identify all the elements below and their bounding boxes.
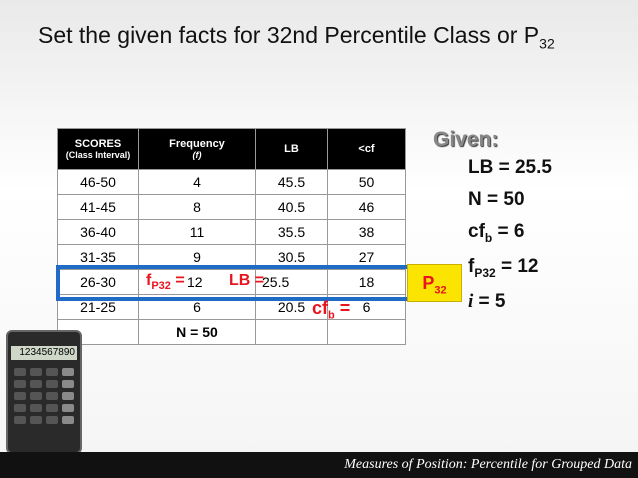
cell: 41-45 bbox=[57, 194, 139, 220]
label: = bbox=[170, 272, 185, 289]
key bbox=[62, 404, 74, 412]
label: cf bbox=[468, 221, 485, 242]
key bbox=[30, 392, 42, 400]
label: f bbox=[146, 272, 152, 289]
header-text: Frequency bbox=[169, 138, 225, 150]
label-sub: 32 bbox=[434, 284, 447, 297]
header-cell: <cf bbox=[327, 128, 406, 170]
key bbox=[46, 380, 58, 388]
cf-note: cfb = bbox=[312, 298, 350, 322]
cell bbox=[255, 319, 328, 345]
cell: 35.5 bbox=[255, 219, 328, 245]
cell: 4 bbox=[138, 169, 256, 195]
header-text: <cf bbox=[358, 143, 375, 155]
key bbox=[62, 392, 74, 400]
title: Set the given facts for 32nd Percentile … bbox=[38, 22, 555, 52]
key bbox=[30, 380, 42, 388]
key bbox=[30, 404, 42, 412]
freq-note: fP32 = bbox=[146, 272, 185, 292]
key bbox=[62, 380, 74, 388]
given-heading: Given: bbox=[433, 128, 499, 151]
total: N = 50 bbox=[138, 319, 256, 345]
key bbox=[46, 404, 58, 412]
cell: 25.5 bbox=[255, 269, 328, 295]
row: 41-45 8 40.5 46 bbox=[57, 194, 406, 220]
row: 46-50 4 45.5 50 bbox=[57, 169, 406, 195]
label-sub: P32 bbox=[474, 265, 496, 280]
label: LB = 25.5 bbox=[468, 157, 552, 178]
cell: 40.5 bbox=[255, 194, 328, 220]
header-text: LB bbox=[284, 143, 299, 155]
header-cell: LB bbox=[255, 128, 328, 170]
key bbox=[14, 416, 26, 424]
key bbox=[46, 416, 58, 424]
label: = 6 bbox=[492, 221, 525, 242]
key bbox=[14, 392, 26, 400]
header-cell: SCORES (Class Interval) bbox=[57, 128, 139, 170]
cell: 8 bbox=[138, 194, 256, 220]
cell: 38 bbox=[327, 219, 406, 245]
calculator-display: 1234567890 bbox=[11, 346, 77, 360]
row: 36-40 11 35.5 38 bbox=[57, 219, 406, 245]
key bbox=[30, 416, 42, 424]
header-text: SCORES bbox=[74, 138, 122, 150]
cell: 12 bbox=[138, 269, 256, 295]
cell: 18 bbox=[327, 269, 406, 295]
key bbox=[14, 380, 26, 388]
given-item: cfb = 6 bbox=[468, 221, 524, 245]
title-sub: 32 bbox=[539, 35, 555, 52]
key bbox=[62, 416, 74, 424]
label: = bbox=[334, 298, 351, 318]
label: f bbox=[468, 256, 475, 277]
cell: 46-50 bbox=[57, 169, 139, 195]
key bbox=[62, 368, 74, 376]
footer: Measures of Position: Percentile for Gro… bbox=[0, 452, 638, 478]
label: P bbox=[422, 273, 435, 293]
cell bbox=[327, 319, 406, 345]
label-sub: P32 bbox=[151, 280, 171, 293]
given-item: i = 5 bbox=[468, 291, 506, 313]
cell: 36-40 bbox=[57, 219, 139, 245]
key bbox=[46, 392, 58, 400]
key bbox=[30, 368, 42, 376]
label-sub: b bbox=[328, 309, 335, 322]
cell: 50 bbox=[327, 169, 406, 195]
cell: 45.5 bbox=[255, 169, 328, 195]
label: cf bbox=[312, 298, 329, 318]
label: i bbox=[468, 291, 474, 312]
cell: 46 bbox=[327, 194, 406, 220]
calculator: 1234567890 bbox=[6, 330, 82, 454]
given-item: N = 50 bbox=[468, 189, 525, 211]
key bbox=[14, 404, 26, 412]
class-box: P32 bbox=[407, 264, 462, 302]
header-cell: Frequency (f) bbox=[138, 128, 256, 170]
table: SCORES (Class Interval) Frequency (f) LB <cf … bbox=[57, 128, 406, 345]
label: = 12 bbox=[495, 256, 539, 277]
label: N = 50 bbox=[468, 189, 525, 210]
cell: 11 bbox=[138, 219, 256, 245]
row: N = 50 bbox=[57, 319, 406, 345]
label-sub: b bbox=[484, 230, 493, 245]
key bbox=[14, 368, 26, 376]
header-text: (f) bbox=[192, 150, 202, 160]
given-item: LB = 25.5 bbox=[468, 157, 552, 179]
given-item: fP32 = 12 bbox=[468, 256, 538, 280]
key bbox=[46, 368, 58, 376]
lb-note: LB = bbox=[229, 272, 265, 289]
title-text: Set the given facts for 32nd Percentile … bbox=[38, 22, 540, 48]
label: = 5 bbox=[473, 291, 506, 312]
footer-text: Measures of Position: Percentile for Gro… bbox=[344, 457, 632, 472]
header-text: (Class Interval) bbox=[65, 150, 131, 160]
